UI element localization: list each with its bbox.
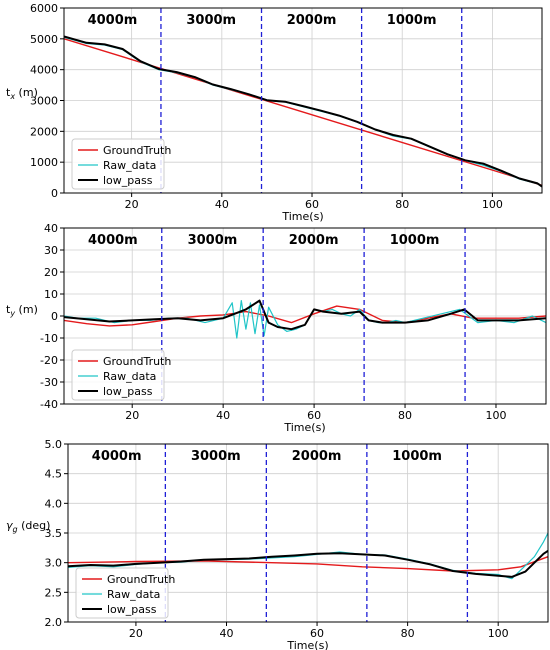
y-tick-label: -10 (40, 332, 58, 345)
y-tick-label: -40 (40, 398, 58, 411)
y-tick-label: -20 (40, 354, 58, 367)
segment-label: 4000m (88, 13, 138, 28)
segment-label: 4000m (92, 449, 142, 464)
legend-label: GroundTruth (103, 144, 171, 157)
segment-label: 3000m (188, 233, 238, 248)
x-tick-label: 100 (482, 198, 503, 211)
legend-label: Raw_data (103, 159, 156, 172)
x-axis-label: Time(s) (283, 421, 325, 434)
x-tick-label: 80 (395, 198, 409, 211)
y-tick-label: 4.5 (45, 468, 63, 481)
x-tick-label: 40 (215, 198, 229, 211)
y-tick-label: 5.0 (45, 438, 63, 451)
y-tick-label: 2000 (30, 125, 58, 138)
series-line-groundtruth (64, 305, 546, 327)
x-tick-label: 80 (398, 409, 412, 422)
legend-label: Raw_data (103, 370, 156, 383)
y-tick-label: 0 (51, 187, 58, 200)
y-tick-label: 3000 (30, 95, 58, 108)
segment-label: 3000m (186, 13, 236, 28)
y-tick-label: 1000 (30, 156, 58, 169)
y-tick-label: 40 (44, 222, 58, 235)
y-tick-label: 4.0 (45, 497, 63, 510)
series-line-low-pass (64, 35, 542, 188)
x-axis-label: Time(s) (286, 639, 328, 650)
segment-label: 1000m (392, 449, 442, 464)
y-tick-label: 2.5 (45, 586, 63, 599)
legend-label: low_pass (103, 385, 153, 398)
x-tick-label: 60 (307, 409, 321, 422)
segment-label: 1000m (387, 13, 437, 28)
x-tick-label: 100 (488, 627, 509, 640)
y-tick-label: 4000 (30, 64, 58, 77)
x-tick-label: 100 (485, 409, 506, 422)
y-axis-label: tx (m) (6, 86, 38, 101)
legend-label: low_pass (107, 603, 157, 616)
series-line-low-pass (64, 299, 546, 331)
x-axis-label: Time(s) (281, 210, 323, 223)
y-tick-label: 6000 (30, 2, 58, 15)
x-tick-label: 20 (125, 409, 139, 422)
segment-label: 2000m (287, 13, 337, 28)
x-tick-label: 40 (219, 627, 233, 640)
y-tick-label: 20 (44, 266, 58, 279)
y-tick-label: -30 (40, 376, 58, 389)
x-tick-label: 20 (129, 627, 143, 640)
y-tick-label: 5000 (30, 33, 58, 46)
segment-label: 1000m (390, 233, 440, 248)
legend-label: GroundTruth (103, 355, 171, 368)
y-axis-label: γg (deg) (6, 519, 50, 534)
chart-3: 4000m 3000m 2000m 1000m 20 40 60 80 100 2.0 2.5 3.0… (6, 438, 549, 650)
segment-label: 4000m (88, 233, 138, 248)
y-tick-label: 3.5 (45, 527, 63, 540)
segment-label: 2000m (289, 233, 339, 248)
x-tick-label: 60 (310, 627, 324, 640)
segment-label: 3000m (191, 449, 241, 464)
legend-label: low_pass (103, 174, 153, 187)
y-tick-label: 3.0 (45, 557, 63, 570)
legend-box (71, 349, 165, 401)
legend-label: GroundTruth (107, 573, 175, 586)
legend-box (71, 138, 165, 190)
y-tick-label: 2.0 (45, 616, 63, 629)
x-tick-label: 40 (216, 409, 230, 422)
x-tick-label: 80 (401, 627, 415, 640)
segment-label: 2000m (292, 449, 342, 464)
y-axis-label: ty (m) (6, 303, 38, 318)
legend-label: Raw_data (107, 588, 160, 601)
y-tick-label: 10 (44, 288, 58, 301)
x-tick-label: 20 (125, 198, 139, 211)
y-tick-label: 30 (44, 244, 58, 257)
x-tick-label: 60 (305, 198, 319, 211)
y-tick-label: 0 (51, 310, 58, 323)
legend-box (75, 567, 169, 619)
series-line-low-pass (68, 549, 548, 578)
